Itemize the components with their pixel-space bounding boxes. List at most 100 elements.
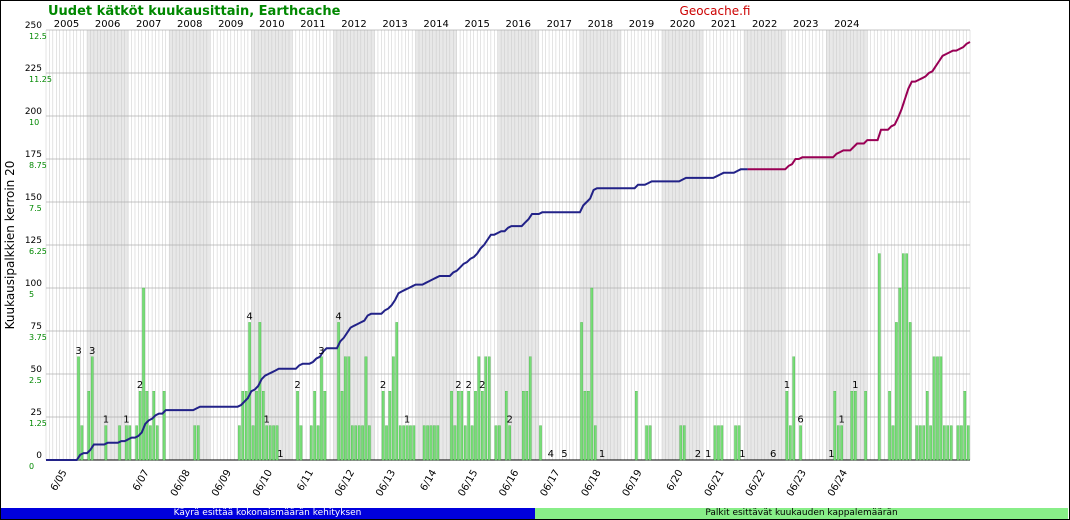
bar	[262, 391, 265, 461]
bar-label: 1	[838, 415, 844, 426]
bar	[854, 391, 857, 461]
bar	[737, 425, 741, 461]
year-label: 2016	[506, 19, 531, 30]
x-tick-label: 06/13	[374, 468, 398, 498]
bar	[487, 356, 491, 461]
bar	[323, 391, 327, 461]
y-tick-left: 75	[31, 322, 42, 332]
bar-label: 1	[123, 415, 129, 426]
bar	[344, 356, 347, 461]
bar	[409, 425, 412, 461]
bar	[395, 322, 399, 461]
bar	[90, 356, 94, 461]
bar	[833, 391, 837, 461]
bar	[436, 425, 440, 461]
bar	[967, 425, 970, 461]
bar	[149, 425, 152, 461]
bar-label: 4	[335, 311, 341, 322]
year-label: 2012	[341, 19, 366, 30]
y-tick-left: 200	[25, 107, 42, 117]
y-tick-left: 0	[36, 451, 42, 461]
x-tick-labels: 6/05 6/07 06/08 06/09 06/10 6/11 06/12 06/13 6/1…	[49, 468, 850, 498]
y-tick-left: 125	[25, 236, 42, 246]
bar	[77, 356, 80, 461]
bar	[583, 391, 587, 461]
bar	[682, 425, 686, 461]
bar	[963, 391, 967, 461]
bar	[925, 391, 929, 461]
x-tick-label: 06/17	[539, 468, 563, 498]
x-tick-label: 06/09	[210, 468, 234, 498]
x-tick-label: 6/05	[49, 468, 70, 493]
bar	[299, 425, 303, 461]
bar-label: 3	[318, 346, 324, 357]
bar	[792, 356, 796, 461]
y-tick-left: 100	[25, 279, 42, 289]
bar	[484, 356, 488, 461]
bar	[580, 322, 583, 461]
bar	[891, 425, 895, 461]
x-tick-label: 06/23	[785, 468, 809, 498]
bar	[354, 425, 357, 461]
x-tick-label: 06/21	[703, 468, 727, 498]
year-label: 2019	[629, 19, 654, 30]
bar	[265, 425, 268, 461]
bar	[590, 287, 594, 461]
bar	[898, 287, 902, 461]
bar-label: 6	[770, 449, 776, 460]
year-label: 2023	[793, 19, 818, 30]
bar	[244, 391, 248, 461]
bar	[135, 425, 138, 461]
bar	[392, 356, 395, 461]
bar	[80, 425, 84, 461]
y-tick-right: 3.75	[29, 333, 47, 342]
x-tick-label: 06/10	[251, 468, 275, 498]
bar	[238, 425, 241, 461]
bar-label: 2	[455, 380, 461, 391]
monthly-bars	[77, 253, 970, 461]
x-tick-label: 06/22	[744, 468, 768, 498]
y-tick-right: 5	[29, 290, 34, 299]
bar-label: 2	[507, 415, 513, 426]
bar	[956, 425, 960, 461]
bar	[836, 425, 840, 461]
year-label: 2009	[218, 19, 243, 30]
x-tick-label: 06/08	[169, 468, 193, 498]
y-tick-right: 0	[29, 462, 34, 471]
bar	[361, 425, 364, 461]
bar	[522, 391, 525, 461]
cumulative-curve	[46, 41, 971, 461]
y-tick-left: 175	[25, 150, 42, 160]
right-axis-ticks: 0 1.25 2.5 3.75 5 6.25 7.5 8.75 10 11.25 12.5	[29, 32, 52, 471]
bar	[734, 425, 737, 461]
y-tick-right: 7.5	[29, 204, 42, 213]
bar-label: 4	[548, 449, 554, 460]
bar	[313, 391, 316, 461]
x-tick-label: 06/24	[826, 468, 850, 498]
bar	[905, 253, 908, 461]
bar	[340, 391, 344, 461]
bar-label: 1	[277, 449, 283, 460]
bar	[241, 391, 245, 461]
year-label: 2015	[464, 19, 489, 30]
bar	[429, 425, 433, 461]
year-label: 2020	[670, 19, 695, 30]
bar-label: 1	[828, 449, 834, 460]
bar	[908, 322, 912, 461]
bar	[296, 391, 299, 461]
bar	[864, 391, 867, 461]
year-label: 2011	[300, 19, 325, 30]
bar	[351, 425, 354, 461]
y-tick-left: 150	[25, 193, 42, 203]
bar	[128, 425, 132, 461]
bar	[138, 391, 142, 461]
year-label: 2005	[54, 19, 79, 30]
bar	[474, 391, 477, 461]
year-label: 2024	[834, 19, 859, 30]
bar	[717, 425, 720, 461]
bar	[388, 391, 392, 461]
bar	[125, 425, 128, 461]
bar	[929, 425, 932, 461]
year-label: 2022	[752, 19, 777, 30]
